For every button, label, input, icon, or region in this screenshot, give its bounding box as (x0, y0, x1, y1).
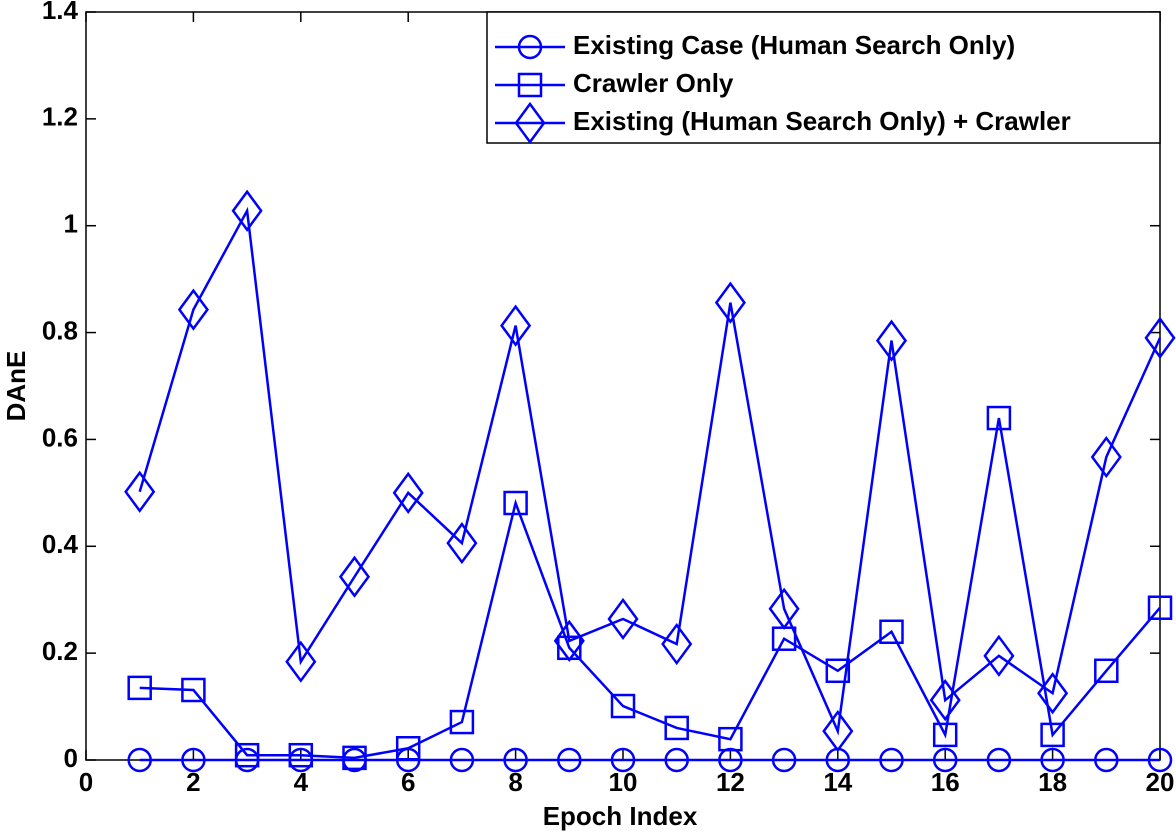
marker (338, 555, 371, 598)
marker (986, 747, 1012, 773)
marker (718, 726, 743, 752)
marker (342, 745, 367, 771)
marker (177, 288, 209, 331)
x-tick-label: 4 (294, 767, 309, 797)
marker (607, 597, 639, 641)
marker (664, 747, 689, 773)
marker (124, 470, 156, 513)
x-tick-label: 0 (79, 767, 93, 797)
marker (879, 619, 904, 645)
legend-marker (517, 34, 543, 60)
marker (1094, 658, 1119, 684)
marker (1040, 747, 1065, 773)
marker (1147, 595, 1173, 620)
marker (234, 742, 260, 768)
marker (1147, 747, 1173, 773)
y-tick-label: 1.4 (42, 0, 79, 25)
marker (231, 189, 263, 232)
marker (181, 747, 206, 773)
marker (285, 640, 317, 683)
legend-marker (517, 72, 543, 98)
marker (1144, 316, 1176, 360)
marker (983, 634, 1015, 677)
marker (557, 747, 582, 773)
y-tick-label: 0.8 (42, 315, 78, 345)
marker (661, 622, 693, 666)
marker (449, 709, 475, 735)
marker (503, 747, 528, 773)
y-tick-label: 1.2 (42, 102, 78, 132)
marker (771, 747, 797, 773)
marker (1037, 672, 1069, 715)
marker (127, 675, 152, 701)
marker (449, 747, 475, 773)
marker (768, 587, 800, 630)
y-tick-label: 1 (64, 209, 78, 239)
marker (664, 715, 689, 741)
y-tick-label: 0.4 (42, 529, 79, 559)
x-tick-label: 2 (186, 767, 200, 797)
marker (822, 710, 854, 753)
marker (932, 747, 958, 773)
y-tick-label: 0.6 (42, 422, 78, 452)
marker (714, 281, 746, 324)
marker (986, 405, 1012, 431)
legend-label: Existing (Human Search Only) + Crawler (573, 106, 1071, 136)
marker (875, 319, 908, 362)
marker (1090, 435, 1122, 479)
series-line (139, 417, 1161, 760)
x-tick-label: 6 (401, 767, 415, 797)
marker (392, 471, 424, 514)
marker (929, 679, 961, 722)
legend-label: Existing Case (Human Search Only) (573, 30, 1015, 60)
marker (932, 722, 958, 748)
marker (503, 490, 528, 516)
marker (181, 677, 206, 703)
marker (825, 658, 851, 684)
x-tick-label: 8 (508, 767, 522, 797)
marker (127, 747, 152, 773)
legend-label: Crawler Only (573, 68, 734, 98)
marker (395, 735, 421, 761)
y-tick-label: 0.2 (42, 636, 78, 666)
marker (500, 304, 532, 347)
x-axis-label: Epoch Index (543, 801, 698, 831)
y-tick-label: 0 (64, 743, 78, 773)
marker (553, 619, 585, 662)
marker (1040, 722, 1065, 748)
legend-box (486, 11, 1161, 144)
legend-marker (514, 101, 546, 145)
marker (879, 747, 904, 773)
y-axis-label: DAnE (1, 351, 31, 422)
marker (446, 521, 478, 565)
marker (610, 693, 636, 719)
marker (288, 742, 314, 768)
marker (610, 747, 636, 773)
marker (1094, 747, 1119, 773)
